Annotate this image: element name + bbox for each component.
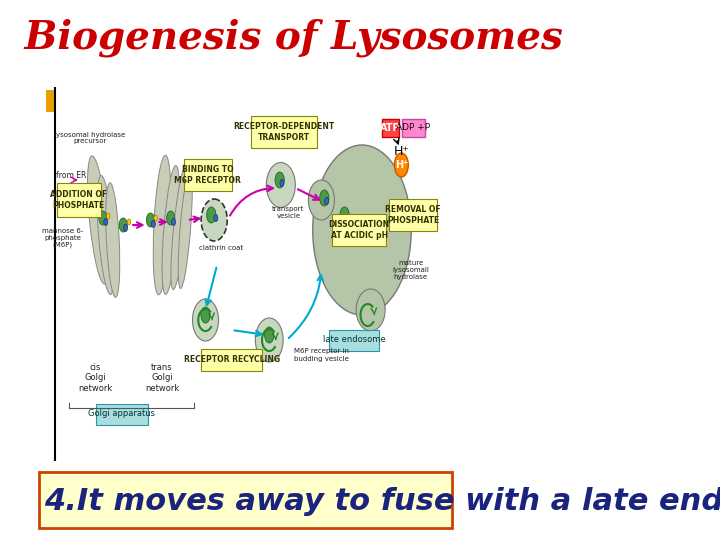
Text: ADP +P: ADP +P bbox=[397, 124, 431, 132]
Text: REMOVAL OF
PHOSPHATE: REMOVAL OF PHOSPHATE bbox=[385, 205, 441, 225]
Circle shape bbox=[275, 172, 284, 188]
Ellipse shape bbox=[201, 199, 228, 241]
Ellipse shape bbox=[97, 176, 114, 294]
Circle shape bbox=[88, 208, 91, 215]
Ellipse shape bbox=[256, 318, 283, 362]
FancyBboxPatch shape bbox=[39, 472, 452, 528]
Bar bbox=[46, 90, 59, 112]
Circle shape bbox=[127, 219, 131, 225]
Circle shape bbox=[119, 218, 127, 232]
Circle shape bbox=[201, 307, 210, 323]
Text: DISSOCIATION
AT ACIDIC pH: DISSOCIATION AT ACIDIC pH bbox=[328, 220, 390, 240]
Text: transport
vesicle: transport vesicle bbox=[272, 206, 305, 219]
Text: lysosomal hydrolase
precursor: lysosomal hydrolase precursor bbox=[54, 132, 125, 145]
Text: ATP: ATP bbox=[380, 123, 401, 133]
Text: RECEPTOR-DEPENDENT
TRANSPORT: RECEPTOR-DEPENDENT TRANSPORT bbox=[233, 122, 334, 142]
FancyBboxPatch shape bbox=[389, 199, 437, 231]
FancyBboxPatch shape bbox=[96, 403, 148, 424]
Text: clathrin coat: clathrin coat bbox=[199, 245, 243, 251]
Circle shape bbox=[146, 213, 155, 227]
Circle shape bbox=[104, 219, 108, 226]
Text: from ER: from ER bbox=[56, 171, 86, 179]
Circle shape bbox=[325, 198, 328, 205]
FancyBboxPatch shape bbox=[184, 159, 232, 191]
Circle shape bbox=[214, 214, 218, 221]
FancyBboxPatch shape bbox=[202, 349, 261, 371]
Text: H⁺: H⁺ bbox=[393, 145, 410, 158]
Circle shape bbox=[207, 207, 216, 223]
Text: RECEPTOR RECYCLING: RECEPTOR RECYCLING bbox=[184, 355, 279, 364]
Circle shape bbox=[99, 211, 107, 225]
Text: 3.2  Biogenesis of Lysosomes: 3.2 Biogenesis of Lysosomes bbox=[0, 19, 562, 57]
Circle shape bbox=[82, 200, 91, 216]
Circle shape bbox=[265, 327, 274, 343]
Bar bbox=[55, 80, 437, 465]
Circle shape bbox=[151, 220, 156, 227]
FancyBboxPatch shape bbox=[251, 116, 317, 148]
Circle shape bbox=[395, 153, 408, 177]
Ellipse shape bbox=[178, 172, 192, 288]
Ellipse shape bbox=[162, 166, 179, 294]
Circle shape bbox=[280, 179, 284, 186]
Ellipse shape bbox=[106, 183, 120, 298]
Ellipse shape bbox=[153, 156, 171, 295]
Circle shape bbox=[166, 211, 175, 225]
Text: late endosome: late endosome bbox=[323, 335, 385, 345]
Circle shape bbox=[320, 190, 329, 206]
Ellipse shape bbox=[312, 145, 411, 315]
Text: mannose 6-
phosphate
(M6P): mannose 6- phosphate (M6P) bbox=[42, 228, 83, 248]
Ellipse shape bbox=[171, 166, 188, 289]
Text: H⁺: H⁺ bbox=[395, 160, 408, 170]
Text: ADDITION OF
PHOSPHATE: ADDITION OF PHOSPHATE bbox=[50, 190, 107, 210]
Text: mature
lysosomall
hydrolase: mature lysosomall hydrolase bbox=[392, 260, 429, 280]
Text: trans
Golgi
network: trans Golgi network bbox=[145, 363, 179, 393]
Text: Golgi apparatus: Golgi apparatus bbox=[89, 409, 156, 418]
Ellipse shape bbox=[192, 299, 219, 341]
Text: cis
Golgi
network: cis Golgi network bbox=[78, 363, 112, 393]
Circle shape bbox=[340, 207, 349, 223]
FancyBboxPatch shape bbox=[57, 183, 101, 217]
Circle shape bbox=[345, 214, 349, 221]
Ellipse shape bbox=[88, 156, 109, 284]
Text: 4.It moves away to fuse with a late endosome .: 4.It moves away to fuse with a late endo… bbox=[45, 488, 720, 516]
FancyBboxPatch shape bbox=[382, 119, 399, 137]
FancyBboxPatch shape bbox=[402, 119, 425, 137]
Circle shape bbox=[124, 225, 127, 232]
Circle shape bbox=[154, 215, 158, 221]
FancyBboxPatch shape bbox=[329, 329, 379, 350]
Ellipse shape bbox=[356, 289, 385, 331]
Circle shape bbox=[107, 213, 110, 219]
Ellipse shape bbox=[266, 163, 295, 207]
Ellipse shape bbox=[308, 180, 335, 220]
Bar bbox=[55, 80, 437, 465]
FancyBboxPatch shape bbox=[332, 214, 387, 246]
Circle shape bbox=[171, 219, 176, 226]
Text: BINDING TO
M6P RECEPTOR: BINDING TO M6P RECEPTOR bbox=[174, 165, 241, 185]
Circle shape bbox=[91, 204, 94, 210]
Text: M6P receptor in
budding vesicle: M6P receptor in budding vesicle bbox=[294, 348, 349, 361]
